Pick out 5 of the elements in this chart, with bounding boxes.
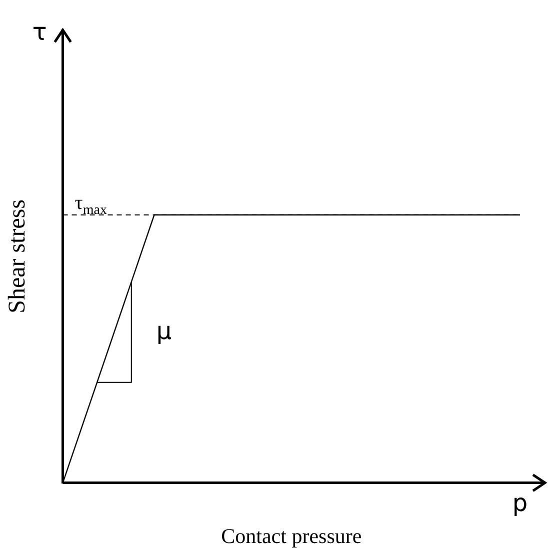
x-axis-title: Contact pressure [221,524,362,548]
text: p [512,489,528,518]
text: τ [32,18,47,46]
annotation: μ [156,316,172,345]
y-axis-title: Shear stress [4,199,31,314]
